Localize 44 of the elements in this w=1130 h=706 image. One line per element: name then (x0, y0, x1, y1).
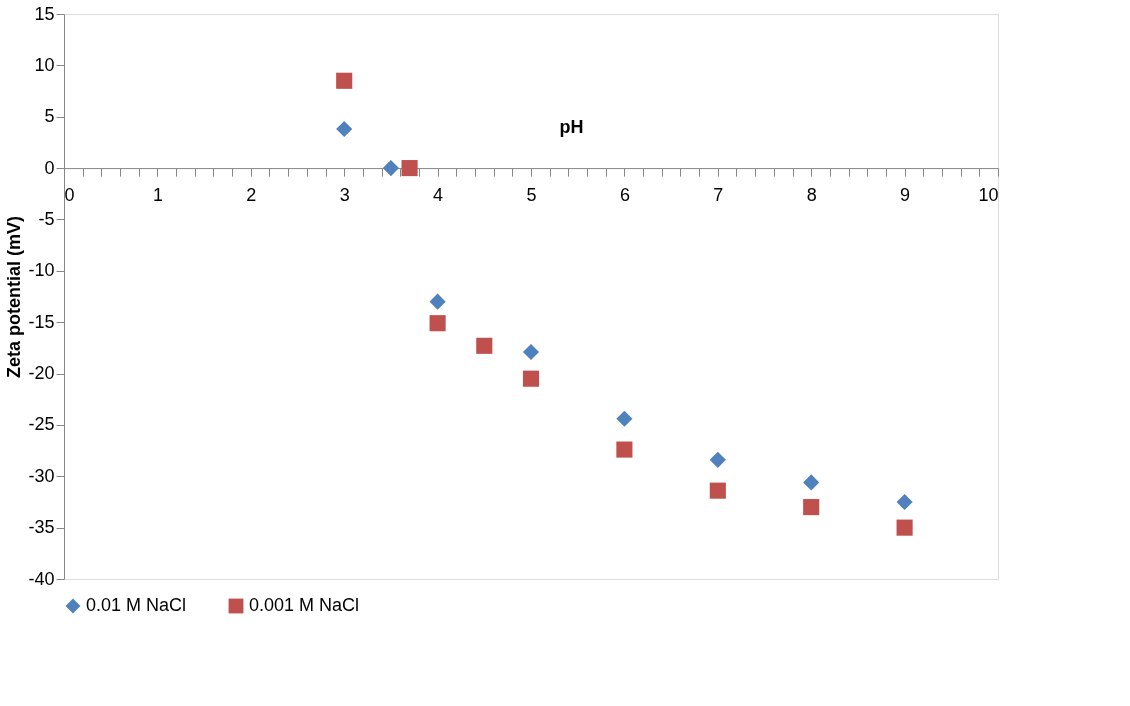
legend-label: 0.001 M NaCl (249, 595, 360, 615)
point (522, 343, 540, 361)
x-tick-label: 2 (246, 184, 257, 205)
point (336, 120, 353, 138)
x-tick-label: 9 (900, 184, 911, 205)
x-tick-label: 1 (152, 184, 163, 205)
point (382, 160, 399, 177)
x-tick-label: 10 (978, 184, 999, 205)
y-tick-label: 5 (44, 106, 55, 127)
point (476, 337, 493, 354)
point (616, 441, 633, 458)
point (522, 370, 540, 387)
x-tick-label: 0 (64, 184, 75, 205)
y-tick-label: 10 (34, 54, 55, 75)
y-tick-label: -15 (28, 311, 55, 332)
point (429, 293, 446, 310)
point (803, 474, 820, 491)
x-axis-title: pH (559, 116, 584, 137)
point (616, 410, 633, 427)
point (709, 451, 726, 468)
y-tick-label: -40 (28, 568, 55, 589)
x-tick-label: 6 (619, 184, 630, 205)
x-tick-label: 5 (526, 184, 537, 205)
point (336, 72, 353, 89)
y-tick-label: -25 (28, 414, 55, 435)
y-tick-label: 15 (34, 3, 55, 24)
y-tick-label: -10 (28, 260, 55, 281)
point (429, 315, 446, 332)
y-tick-label: -5 (38, 208, 55, 229)
point (709, 482, 726, 499)
legend-label: 0.01 M NaCl (86, 595, 187, 615)
y-tick-label: 0 (44, 157, 55, 178)
x-tick-label: 8 (806, 184, 817, 205)
y-tick-label: -35 (28, 517, 55, 538)
x-tick-label: 4 (433, 184, 444, 205)
point (401, 160, 418, 177)
point (896, 493, 913, 511)
y-tick-label: -30 (28, 465, 55, 486)
point (896, 519, 913, 536)
x-tick-label: 7 (713, 184, 724, 205)
y-tick-label: -20 (28, 363, 55, 384)
x-tick-label: 3 (339, 184, 350, 205)
y-axis-title: Zeta potential (mV) (4, 215, 25, 379)
point (803, 499, 820, 516)
